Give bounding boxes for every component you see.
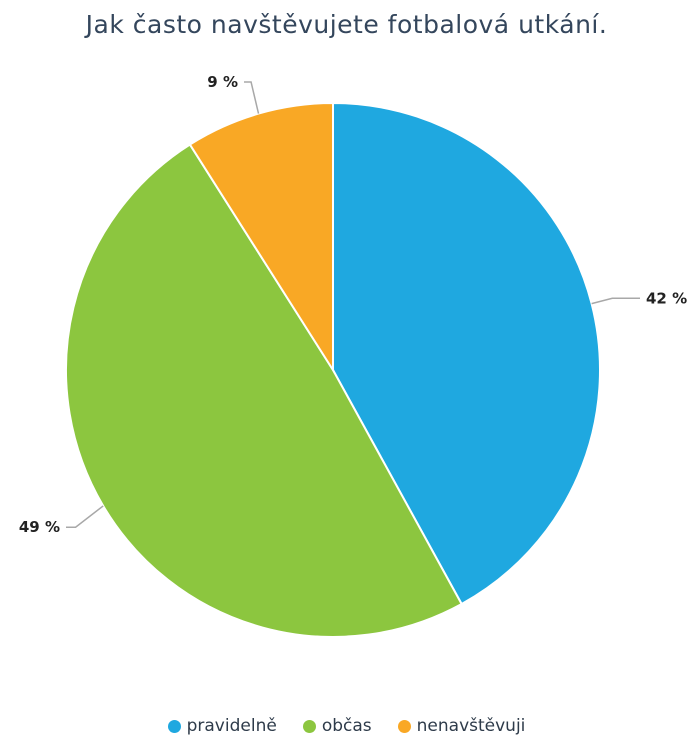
legend-item-nenavštěvuji[interactable]: nenavštěvuji xyxy=(397,716,526,736)
pie-data-label: 9 % xyxy=(207,73,238,91)
pie-label-connector xyxy=(66,505,104,528)
legend-label: občas xyxy=(321,716,372,736)
pie-slice-občas xyxy=(64,143,463,639)
legend-item-občas[interactable]: občas xyxy=(302,716,372,736)
legend-marker xyxy=(167,719,181,733)
chart-legend: pravidelně občas nenavštěvuji xyxy=(0,716,693,736)
legend-marker xyxy=(302,719,316,733)
legend-label: pravidelně xyxy=(186,716,277,736)
pie-data-label: 42 % xyxy=(646,289,687,307)
legend-marker xyxy=(397,719,411,733)
pie-data-label: 49 % xyxy=(19,518,60,536)
pie-label-connector xyxy=(591,297,640,305)
chart-title: Jak často navštěvujete fotbalová utkání. xyxy=(85,10,608,39)
pie-label-connector xyxy=(244,81,260,114)
legend-label: nenavštěvuji xyxy=(416,716,526,736)
pie-slice-pravidelně xyxy=(332,101,601,606)
legend-item-pravidelně[interactable]: pravidelně xyxy=(167,716,277,736)
